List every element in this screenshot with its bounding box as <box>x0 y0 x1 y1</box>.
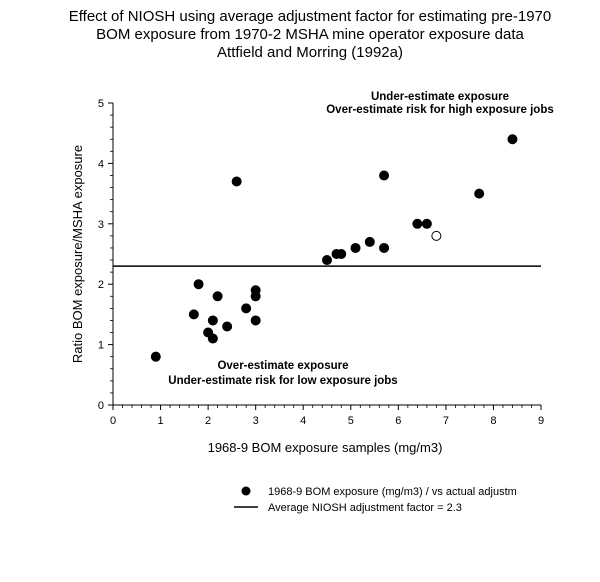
data-point <box>150 351 161 362</box>
data-point <box>474 188 485 199</box>
legend-marker-filled-circle <box>241 486 251 496</box>
x-axis-label: 1968-9 BOM exposure samples (mg/m3) <box>208 440 443 455</box>
x-tick-label: 5 <box>348 415 354 427</box>
legend-label-average-line: Average NIOSH adjustment factor = 2.3 <box>268 502 462 514</box>
x-tick-label: 8 <box>490 415 496 427</box>
y-tick-label: 1 <box>98 340 104 352</box>
data-point <box>379 170 390 181</box>
data-point <box>207 315 218 326</box>
annotation-lower-line-1: Over-estimate exposure <box>217 360 348 372</box>
data-point <box>250 315 261 326</box>
data-point <box>379 242 390 253</box>
y-tick-label: 0 <box>98 400 104 412</box>
legend-label-points: 1968-9 BOM exposure (mg/m3) / vs actual … <box>268 486 517 498</box>
y-tick-label: 5 <box>98 98 104 110</box>
chart-title: Effect of NIOSH using average adjustment… <box>69 8 551 61</box>
annotation-upper-line-2: Over-estimate risk for high exposure job… <box>326 104 554 116</box>
annotation-lower: Over-estimate exposure Under-estimate ri… <box>168 360 397 387</box>
y-tick-label: 3 <box>98 219 104 231</box>
x-tick-label: 1 <box>157 415 163 427</box>
data-point <box>336 249 347 259</box>
data-point-open <box>431 230 442 241</box>
chart-title-line-1: Effect of NIOSH using average adjustment… <box>69 8 551 25</box>
x-tick-label: 9 <box>538 415 544 427</box>
plot-area <box>113 134 541 362</box>
data-point <box>250 285 261 296</box>
axes: 0 1 2 3 4 5 6 7 8 9 0 1 2 3 4 5 <box>98 98 544 427</box>
data-point <box>364 236 375 247</box>
x-tick-label: 4 <box>300 415 306 427</box>
annotation-upper: Under-estimate exposure Over-estimate ri… <box>326 91 554 116</box>
x-tick-label: 2 <box>205 415 211 427</box>
data-point <box>222 321 233 332</box>
x-tick-label: 7 <box>443 415 449 427</box>
data-point <box>193 279 204 290</box>
data-point <box>207 333 218 344</box>
data-point <box>412 218 423 229</box>
data-point <box>212 291 223 302</box>
data-point <box>421 218 432 229</box>
y-tick-label: 4 <box>98 158 104 170</box>
chart-title-line-3: Attfield and Morring (1992a) <box>217 44 403 61</box>
data-point <box>350 242 361 253</box>
data-point <box>322 255 332 266</box>
data-point <box>507 134 518 145</box>
data-point <box>188 309 199 320</box>
x-tick-label: 6 <box>395 415 401 427</box>
data-point <box>231 176 242 187</box>
chart-title-line-2: BOM exposure from 1970-2 MSHA mine opera… <box>96 26 524 43</box>
x-tick-label: 3 <box>253 415 259 427</box>
data-point <box>241 303 252 314</box>
y-axis-label: Ratio BOM exposure/MSHA exposure <box>70 145 85 363</box>
annotation-upper-line-1: Under-estimate exposure <box>371 91 509 103</box>
y-tick-label: 2 <box>98 279 104 291</box>
legend: 1968-9 BOM exposure (mg/m3) / vs actual … <box>234 486 517 514</box>
x-tick-label: 0 <box>110 415 116 427</box>
annotation-lower-line-2: Under-estimate risk for low exposure job… <box>168 375 397 387</box>
